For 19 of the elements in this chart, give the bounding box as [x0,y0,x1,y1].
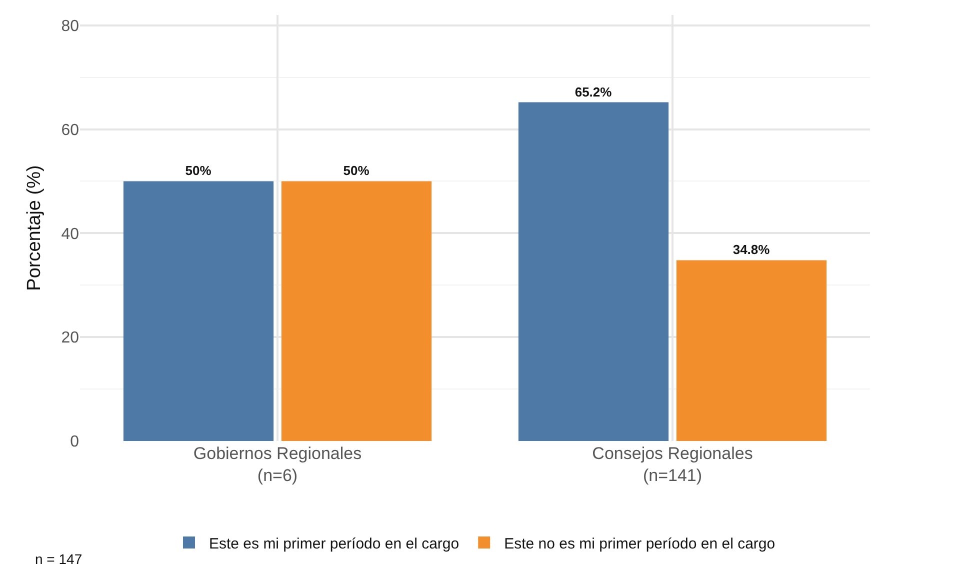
data-label: 50% [343,163,370,178]
x-tick-label: Consejos Regionales (n=141) [592,444,753,486]
bar [518,102,669,441]
data-label: 65.2% [574,84,612,100]
text: n = 147 [35,551,82,567]
x-tick-label: Gobiernos Regionales (n=6) [193,444,362,486]
bar [676,260,827,441]
data-label: 50% [185,163,212,178]
bar [281,181,432,441]
y-tick-label: 40 [61,226,80,243]
legend-label: Este es mi primer período en el cargo [209,535,460,552]
y-tick-label: 80 [61,18,80,35]
y-tick-label: 60 [61,122,80,139]
data-label: 34.8% [732,242,770,258]
y-tick-label: 0 [70,434,80,451]
y-tick-label: 20 [61,330,80,347]
y-axis-title: Porcentaje (%) [24,165,46,291]
bar [123,181,274,441]
legend-label: Este no es mi primer período en el cargo [504,535,776,552]
